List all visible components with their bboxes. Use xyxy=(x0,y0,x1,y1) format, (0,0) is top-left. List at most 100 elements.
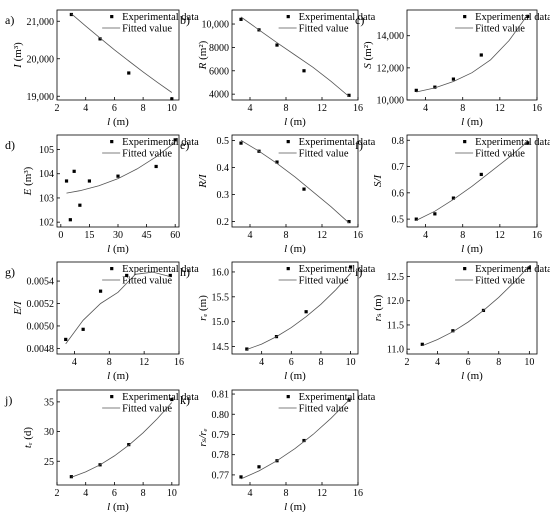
x-tick-label: 15 xyxy=(84,230,94,241)
data-point xyxy=(527,266,531,270)
y-tick-label: 0.0048 xyxy=(27,344,55,355)
fitted-curve xyxy=(240,140,350,224)
x-axis-label: l (m) xyxy=(461,243,483,255)
y-tick-label: 105 xyxy=(39,145,54,156)
y-tick-label: 104 xyxy=(39,169,54,180)
legend-entry: Experimental data xyxy=(475,264,550,275)
y-tick-label: 0.0054 xyxy=(27,277,55,288)
legend-marker-points xyxy=(286,267,290,271)
data-point xyxy=(347,93,351,97)
y-tick-label: 0.7 xyxy=(392,162,405,173)
y-axis-label: S/I xyxy=(372,174,384,188)
legend-entry: Experimental data xyxy=(122,392,199,403)
y-axis-label: rₑ (m) xyxy=(197,295,209,321)
y-axis-label: R (m²) xyxy=(197,40,209,70)
x-tick-label: 10 xyxy=(346,357,356,368)
x-axis-label: l (m) xyxy=(284,116,306,128)
legend-entry: Fitted value xyxy=(475,24,525,35)
panel-c: 4 8 12 16 10,000 12,000 14,000 l (m) S (m²) c) Exp… xyxy=(355,9,550,128)
data-point xyxy=(69,475,73,479)
x-tick-label: 8 xyxy=(460,103,465,114)
y-tick-label: 14,000 xyxy=(377,31,405,42)
data-point xyxy=(479,53,483,57)
x-tick-label: 0 xyxy=(58,230,63,241)
legend-entry: Fitted value xyxy=(475,276,525,287)
panel-d: 0 15 30 45 60 102 103 104 105 l (m) E (m³) d) Experi… xyxy=(5,134,199,255)
legend-entry: Fitted value xyxy=(122,276,172,287)
data-point xyxy=(275,160,279,164)
x-tick-label: 60 xyxy=(170,230,180,241)
plot-frame xyxy=(231,9,359,101)
x-tick-label: 4 xyxy=(83,488,88,499)
y-tick-label: 0.8 xyxy=(392,136,405,147)
legend-entry: Experimental data xyxy=(122,137,199,148)
plot-frame xyxy=(406,134,538,228)
y-tick-label: 15.0 xyxy=(212,317,230,328)
y-axis-label: tᵣ (d) xyxy=(22,427,34,449)
y-tick-label: 0.0052 xyxy=(27,299,55,310)
y-tick-label: 30 xyxy=(44,427,54,438)
legend-entry: Experimental data xyxy=(299,137,376,148)
x-tick-label: 12 xyxy=(317,103,327,114)
legend-entry: Experimental data xyxy=(475,12,550,23)
data-point xyxy=(69,12,73,17)
x-tick-label: 12 xyxy=(317,230,327,241)
x-tick-label: 8 xyxy=(318,357,323,368)
x-tick-label: 6 xyxy=(112,488,117,499)
x-tick-label: 16 xyxy=(353,103,363,114)
x-tick-label: 12 xyxy=(495,230,505,241)
x-tick-label: 30 xyxy=(113,230,123,241)
data-point xyxy=(87,179,92,183)
x-tick-label: 6 xyxy=(289,357,294,368)
data-point xyxy=(170,97,174,101)
legend-entry: Experimental data xyxy=(122,12,199,23)
x-tick-label: 16 xyxy=(353,230,363,241)
plot-frame xyxy=(231,389,359,486)
legend-entry: Experimental data xyxy=(299,264,376,275)
fitted-curve xyxy=(65,271,171,345)
panel-label: i) xyxy=(355,265,362,279)
y-tick-label: 16.0 xyxy=(212,267,230,278)
x-tick-label: 12 xyxy=(317,488,327,499)
x-tick-label: 10 xyxy=(524,357,534,368)
panel-a: 2 4 6 8 10 19,000 20,000 21,000 l (m) I (m³) a) Exp… xyxy=(5,9,199,128)
plot-frame xyxy=(406,261,538,355)
legend-marker-points xyxy=(110,267,114,271)
y-tick-label: 0.4 xyxy=(217,163,230,174)
legend-marker-points xyxy=(110,395,114,399)
legend-entry: Experimental data xyxy=(299,12,376,23)
panel-label: a) xyxy=(5,13,14,27)
y-tick-label: 12.0 xyxy=(387,296,405,307)
data-point xyxy=(127,443,131,447)
y-tick-label: 0.3 xyxy=(217,190,230,201)
y-tick-label: 11.0 xyxy=(387,345,404,356)
panel-h: 4 6 8 10 14.5 15.0 15.5 16.0 l (m) rₑ (m) h) Experi… xyxy=(180,261,376,382)
x-tick-label: 8 xyxy=(460,230,465,241)
legend-entry: Experimental data xyxy=(299,392,376,403)
y-axis-label: E/I xyxy=(12,300,24,316)
y-tick-label: 35 xyxy=(44,397,54,408)
x-tick-label: 6 xyxy=(466,357,471,368)
x-tick-label: 10 xyxy=(167,488,177,499)
fitted-curve xyxy=(416,141,528,221)
x-tick-label: 4 xyxy=(248,230,253,241)
legend-marker-points xyxy=(463,267,467,271)
y-tick-label: 10,000 xyxy=(377,96,405,107)
legend-entry: Fitted value xyxy=(475,149,525,160)
data-point xyxy=(526,14,530,19)
fitted-curve xyxy=(416,14,529,93)
legend-marker-points xyxy=(463,15,467,19)
panel-label: k) xyxy=(180,393,190,407)
data-point xyxy=(125,273,129,278)
y-axis-label: rₛ/rₑ xyxy=(197,428,209,446)
x-tick-label: 4 xyxy=(423,230,428,241)
x-tick-label: 10 xyxy=(167,103,177,114)
x-tick-label: 16 xyxy=(353,488,363,499)
y-tick-label: 0.2 xyxy=(217,217,230,228)
x-axis-label: l (m) xyxy=(284,370,306,382)
data-point xyxy=(479,172,483,177)
data-point xyxy=(239,17,243,21)
panel-j: 2 4 6 8 10 25 30 35 l (m) tᵣ (d) j) Experimental da… xyxy=(4,389,199,512)
y-axis-label: I (m³) xyxy=(12,42,24,69)
x-tick-label: 4 xyxy=(435,357,440,368)
